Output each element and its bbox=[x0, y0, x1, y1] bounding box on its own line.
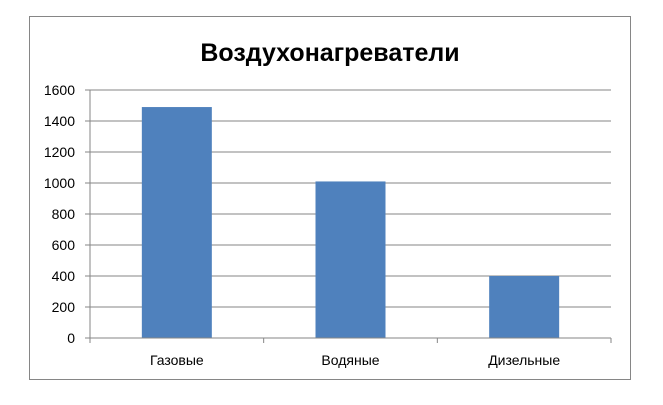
y-tick-label: 600 bbox=[52, 237, 76, 253]
x-axis-tick-labels: Газовые Водяные Дизельные bbox=[150, 352, 560, 368]
x-tick-label: Водяные bbox=[321, 352, 379, 368]
bars bbox=[141, 107, 560, 338]
bar bbox=[141, 107, 212, 338]
y-tick-label: 800 bbox=[52, 206, 76, 222]
y-tick-label: 400 bbox=[52, 268, 76, 284]
bar bbox=[315, 181, 386, 338]
y-tick-label: 0 bbox=[67, 330, 75, 346]
axes bbox=[89, 90, 612, 343]
chart-title: Воздухонагреватели bbox=[200, 39, 459, 67]
bar bbox=[489, 276, 560, 338]
y-axis-tick-labels: 0 200 400 600 800 1000 1200 1400 1600 bbox=[44, 82, 75, 346]
y-tick-label: 200 bbox=[52, 299, 76, 315]
y-tick-label: 1400 bbox=[44, 113, 75, 129]
y-tick-label: 1000 bbox=[44, 175, 75, 191]
x-tick-label: Газовые bbox=[150, 352, 204, 368]
y-tick-label: 1200 bbox=[44, 144, 75, 160]
y-tick-label: 1600 bbox=[44, 82, 75, 98]
x-tick-label: Дизельные bbox=[488, 352, 560, 368]
